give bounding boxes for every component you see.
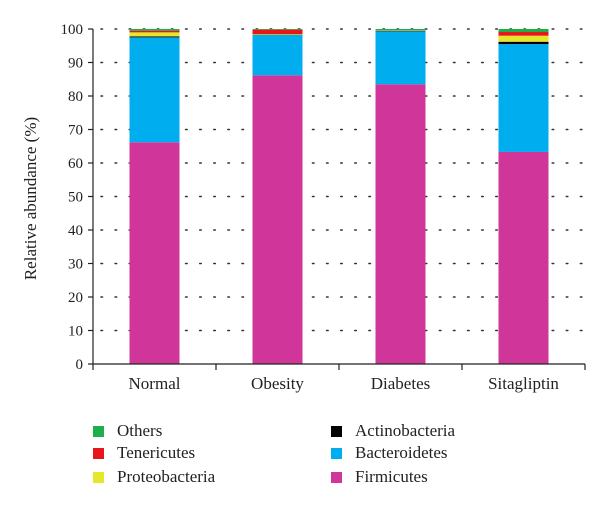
y-tick-label: 10 [68, 324, 83, 340]
bar-segment-proteobacteria [129, 32, 180, 37]
bar-segment-proteobacteria [498, 35, 549, 42]
y-tick-label: 0 [76, 357, 84, 373]
bar-segment-bacteroidetes [498, 44, 549, 152]
bar-segment-proteobacteria [252, 34, 303, 35]
bar-segment-tenericutes [129, 30, 180, 33]
bar-segment-firmicutes [375, 84, 426, 365]
y-tick-label: 50 [68, 190, 83, 206]
bar-segment-others [498, 29, 549, 33]
bar-segment-tenericutes [252, 29, 303, 35]
grid-lines [100, 28, 586, 332]
bar-segment-bacteroidetes [375, 31, 426, 85]
axes [88, 28, 586, 370]
bar-segment-others [129, 29, 180, 31]
bar-stack-sitagliptin [498, 29, 549, 364]
bar-segment-actinobacteria [129, 36, 180, 38]
y-tick-label: 40 [68, 223, 83, 239]
bar-stack-obesity [252, 29, 303, 364]
y-tick-label: 60 [68, 156, 83, 172]
x-category-label: Obesity [251, 374, 304, 393]
y-tick-label: 80 [68, 89, 83, 105]
bar-segment-actinobacteria [498, 41, 549, 45]
bar-segment-firmicutes [498, 151, 549, 364]
bar-stack-normal [129, 29, 180, 364]
bar-segment-others [252, 29, 303, 30]
x-category-label: Normal [129, 374, 181, 393]
bar-segment-tenericutes [498, 32, 549, 36]
x-category-label: Sitagliptin [488, 374, 559, 393]
bar-stack-diabetes [375, 29, 426, 365]
y-tick-label: 70 [68, 123, 83, 139]
y-tick-labels: 0 10 20 30 40 50 60 70 80 90 100 [61, 22, 84, 373]
y-tick-label: 90 [68, 56, 83, 72]
y-axis-title: Relative abundance (%) [21, 117, 40, 280]
bar-stacks [129, 29, 549, 365]
bar-segment-firmicutes [129, 142, 180, 364]
x-category-label: Diabetes [371, 374, 430, 393]
y-tick-label: 20 [68, 290, 83, 306]
x-category-labels: Normal Obesity Diabetes Sitagliptin [129, 374, 560, 393]
y-tick-label: 30 [68, 257, 83, 273]
bar-segment-bacteroidetes [252, 35, 303, 76]
bar-segment-others [375, 29, 426, 31]
bar-segment-firmicutes [252, 75, 303, 364]
bar-segment-bacteroidetes [129, 37, 180, 143]
y-tick-label: 100 [61, 22, 84, 38]
